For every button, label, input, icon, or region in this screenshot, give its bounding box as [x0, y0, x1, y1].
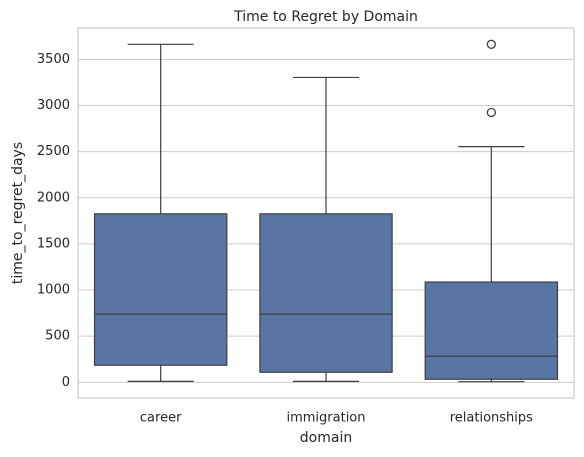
x-tick-label: career — [140, 411, 182, 426]
y-tick-label: 1000 — [37, 283, 70, 298]
y-tick-label: 3000 — [37, 98, 70, 113]
y-tick-label: 2000 — [37, 190, 70, 205]
y-tick-label: 500 — [45, 329, 70, 344]
x-axis-label: domain — [300, 430, 352, 446]
box — [93, 213, 228, 366]
outlier — [486, 39, 496, 49]
chart-title: Time to Regret by Domain — [233, 9, 418, 25]
box — [424, 281, 559, 380]
y-axis-label: time_to_regret_days — [10, 142, 26, 284]
plot-frame — [77, 27, 575, 399]
x-tick-label: relationships — [450, 411, 533, 426]
y-tick-label: 1500 — [37, 236, 70, 251]
box — [259, 213, 393, 373]
x-tick-label: immigration — [286, 411, 365, 426]
y-tick-label: 2500 — [37, 144, 70, 159]
y-tick-label: 0 — [62, 375, 70, 390]
y-tick-label: 3500 — [37, 52, 70, 67]
outlier — [486, 107, 496, 118]
